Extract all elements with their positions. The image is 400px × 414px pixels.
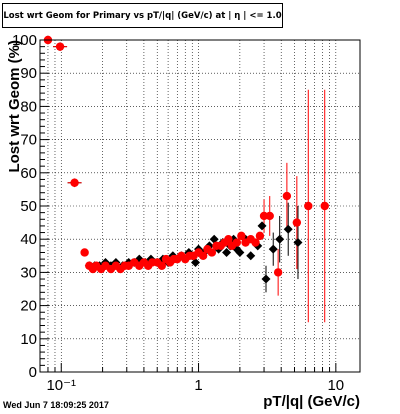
data-point-red: [70, 178, 79, 187]
y-tick-label: 80: [20, 98, 37, 115]
data-point-red: [251, 238, 260, 247]
data-points: [43, 35, 329, 284]
data-point-red: [207, 248, 217, 257]
data-point-red: [198, 251, 208, 260]
y-tick-label: 10: [20, 331, 37, 348]
data-point-black: [190, 257, 200, 267]
y-tick-label: 20: [20, 298, 37, 315]
data-point-red: [55, 42, 65, 51]
axis-ticks: [39, 39, 337, 373]
error-bars: [40, 39, 326, 323]
data-point-black: [275, 234, 285, 244]
tick-labels: 0 10 20 30 40 50 60 70 80 90 100 10⁻¹ 1 10: [12, 32, 344, 394]
data-point-red: [157, 261, 167, 270]
grid-lines: [39, 39, 360, 373]
x-tick-label: 10: [327, 377, 344, 394]
data-point-black: [283, 224, 293, 234]
x-tick-label: 1: [194, 377, 202, 394]
y-tick-label: 0: [29, 364, 37, 381]
data-point-red: [80, 248, 89, 257]
data-point-red: [304, 201, 313, 211]
data-point-black: [293, 238, 303, 248]
x-axis-label: pT/|q| (GeV/c): [263, 393, 360, 410]
data-point-black: [222, 247, 232, 257]
y-tick-label: 100: [12, 32, 37, 49]
chart-title: Lost wrt Geom for Primary vs pT/|q| (GeV…: [2, 3, 283, 28]
data-point-red: [282, 191, 292, 201]
data-point-red: [265, 211, 274, 221]
y-tick-label: 40: [20, 231, 37, 248]
data-point-black: [209, 234, 219, 244]
data-point-red: [320, 201, 329, 211]
y-tick-label: 70: [20, 132, 37, 149]
data-point-red: [224, 235, 233, 244]
data-point-black: [261, 274, 271, 284]
data-point-red: [255, 231, 265, 241]
x-tick-label: 10⁻¹: [46, 377, 76, 394]
data-point-red: [237, 231, 246, 241]
data-point-black: [235, 247, 245, 257]
y-tick-label: 30: [20, 264, 37, 281]
data-point-black: [268, 244, 278, 254]
data-point-black: [257, 221, 267, 231]
data-point-red: [273, 268, 283, 277]
timestamp: Wed Jun 7 18:09:25 2017: [3, 400, 109, 410]
data-point-black: [246, 251, 256, 261]
y-tick-label: 90: [20, 65, 37, 82]
y-axis-label: Lost wrt Geom (%): [6, 40, 23, 173]
y-tick-label: 50: [20, 198, 37, 215]
data-point-red: [292, 218, 302, 227]
data-point-red: [232, 238, 242, 247]
y-tick-label: 60: [20, 165, 37, 182]
